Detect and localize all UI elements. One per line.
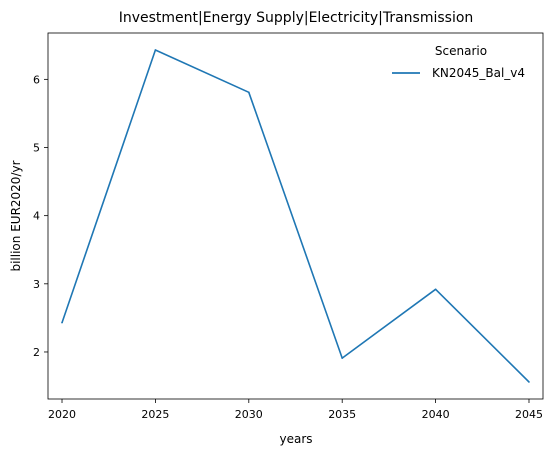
x-axis-label: years — [279, 432, 312, 446]
plot-frame — [47, 32, 544, 400]
legend-label-kn2045-bal-v4: KN2045_Bal_v4 — [432, 66, 525, 80]
legend: Scenario KN2045_Bal_v4 — [392, 44, 525, 80]
x-tick-label-2045: 2045 — [515, 408, 543, 421]
y-tick-label-2: 2 — [33, 346, 40, 359]
data-point-2045 — [528, 381, 530, 383]
x-tick-label-2020: 2020 — [48, 408, 76, 421]
legend-title: Scenario — [435, 44, 487, 58]
x-tick-label-2035: 2035 — [328, 408, 356, 421]
data-point-2020 — [61, 321, 63, 324]
data-point-2030 — [248, 91, 250, 94]
y-tick-label-6: 6 — [33, 73, 40, 86]
x-tick-label-2040: 2040 — [422, 408, 450, 421]
y-tick-label-4: 4 — [33, 210, 40, 223]
y-axis-label: billion EUR2020/yr — [9, 160, 23, 271]
series-line-0 — [61, 49, 530, 383]
x-axis: 2020 2025 2030 2035 2040 2045 — [48, 399, 543, 421]
data-point-2035 — [341, 357, 343, 359]
y-tick-label-5: 5 — [33, 142, 40, 155]
data-point-2040 — [434, 288, 437, 291]
y-tick-label-3: 3 — [33, 278, 40, 291]
series-layer — [61, 49, 530, 383]
chart-title: Investment|Energy Supply|Electricity|Tra… — [119, 10, 474, 26]
data-point-2025 — [154, 49, 157, 51]
x-tick-label-2025: 2025 — [141, 408, 169, 421]
plot-area — [47, 32, 544, 400]
y-axis: 2 3 4 5 6 — [33, 73, 48, 359]
x-tick-label-2030: 2030 — [235, 408, 263, 421]
